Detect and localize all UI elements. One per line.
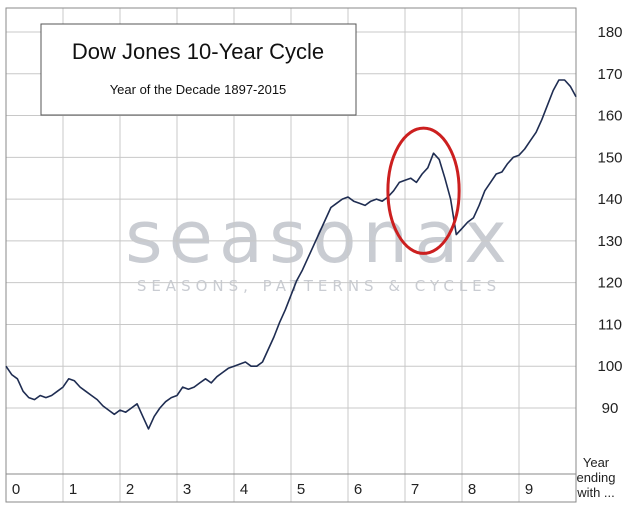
chart-subtitle: Year of the Decade 1897-2015: [110, 82, 287, 97]
y-tick-label: 170: [597, 66, 622, 83]
watermark-tagline: SEASONS, PATTERNS & CYCLES: [137, 277, 501, 295]
y-tick-label: 90: [602, 400, 619, 417]
watermark-brand: seasonax: [125, 195, 513, 279]
y-tick-label: 150: [597, 149, 622, 166]
watermark: seasonax SEASONS, PATTERNS & CYCLES: [125, 195, 513, 295]
title-box: Dow Jones 10-Year Cycle Year of the Deca…: [40, 23, 357, 116]
x-tick-label: 5: [297, 481, 305, 498]
x-axis-note-line-2: ending: [576, 470, 615, 485]
x-axis-note-line-1: Year: [583, 455, 610, 470]
x-tick-label: 8: [468, 481, 476, 498]
x-tick-label: 9: [525, 481, 533, 498]
x-tick-label: 0: [12, 481, 20, 498]
x-tick-label: 1: [69, 481, 77, 498]
title-box-frame: [40, 23, 357, 116]
y-tick-label: 120: [597, 275, 622, 292]
x-axis-note: Year ending with ...: [576, 455, 615, 500]
y-tick-label: 110: [598, 316, 622, 333]
plot-border: [5, 7, 577, 503]
highlight-ellipse: [386, 126, 461, 255]
x-axis-tick-labels: 0 1 2 3 4 5 6 7 8 9: [12, 481, 533, 498]
x-tick-label: 4: [240, 481, 248, 498]
x-tick-label: 2: [126, 481, 134, 498]
y-tick-label: 130: [597, 233, 622, 250]
x-tick-label: 3: [183, 481, 191, 498]
series-line-dow-jones: [5, 79, 577, 430]
y-tick-label: 160: [597, 108, 622, 125]
series-group: [5, 79, 577, 430]
y-tick-label: 180: [597, 24, 622, 41]
annotations: [386, 126, 461, 255]
y-axis-tick-labels: 90 100 110 120 130 140 150 160 170 180: [597, 24, 622, 417]
x-tick-label: 7: [411, 481, 419, 498]
chart-title: Dow Jones 10-Year Cycle: [72, 39, 324, 64]
y-tick-label: 100: [597, 358, 622, 375]
x-axis-note-line-3: with ...: [576, 485, 615, 500]
x-tick-label: 6: [354, 481, 362, 498]
y-tick-label: 140: [597, 191, 622, 208]
